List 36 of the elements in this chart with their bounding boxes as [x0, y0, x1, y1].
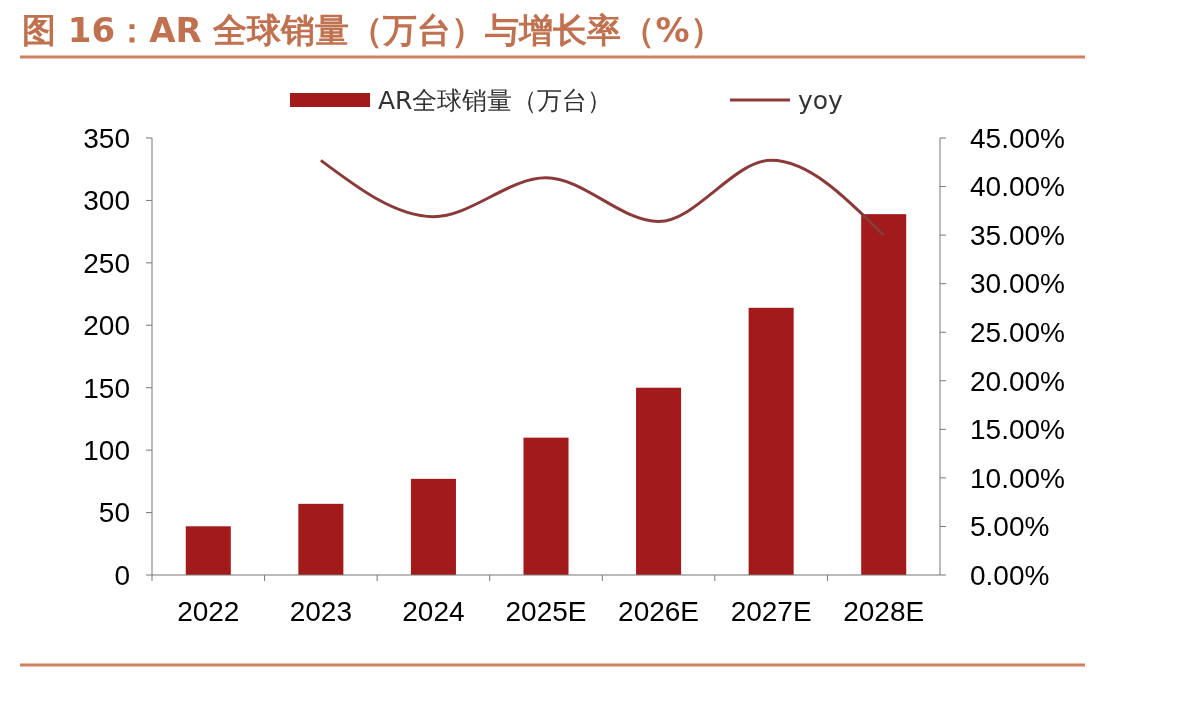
y-tick-label: 50 — [98, 497, 130, 529]
y-tick-label: 100 — [83, 434, 130, 466]
y2-tick-label: 15.00% — [970, 414, 1065, 446]
bar — [861, 214, 907, 575]
y2-tick-label: 35.00% — [970, 219, 1065, 251]
y-tick-label: 0 — [114, 559, 130, 591]
bar — [636, 387, 682, 575]
chart-title: 图 16：AR 全球销量（万台）与增长率（%） — [22, 10, 724, 50]
y-tick-label: 200 — [83, 310, 130, 342]
y2-tick-label: 40.00% — [970, 171, 1065, 203]
x-tick-label: 2026E — [618, 596, 700, 627]
x-tick-label: 2025E — [505, 596, 587, 627]
bar — [298, 503, 344, 575]
y-tick-label: 300 — [83, 185, 130, 217]
legend-label: yoy — [798, 86, 844, 115]
y2-tick-label: 45.00% — [970, 122, 1065, 154]
y2-tick-label: 5.00% — [970, 511, 1050, 543]
y-tick-label: 350 — [83, 122, 130, 154]
bar — [185, 526, 231, 575]
y-tick-label: 250 — [83, 247, 130, 279]
y-tick-label: 150 — [83, 372, 130, 404]
x-tick-label: 2027E — [730, 596, 812, 627]
bar — [410, 478, 456, 575]
x-tick-label: 2022 — [177, 596, 240, 627]
bar — [748, 307, 794, 575]
legend-label: AR全球销量（万台） — [378, 86, 613, 115]
y2-tick-label: 0.00% — [970, 559, 1050, 591]
y2-tick-label: 10.00% — [970, 462, 1065, 494]
line-series — [319, 158, 886, 237]
x-tick-label: 2024 — [402, 596, 465, 627]
x-tick-label: 2028E — [843, 596, 925, 627]
y2-tick-label: 20.00% — [970, 365, 1065, 397]
y2-tick-label: 25.00% — [970, 317, 1065, 349]
x-tick-label: 2023 — [289, 596, 353, 627]
y2-tick-label: 30.00% — [970, 268, 1065, 300]
bar — [523, 437, 569, 575]
